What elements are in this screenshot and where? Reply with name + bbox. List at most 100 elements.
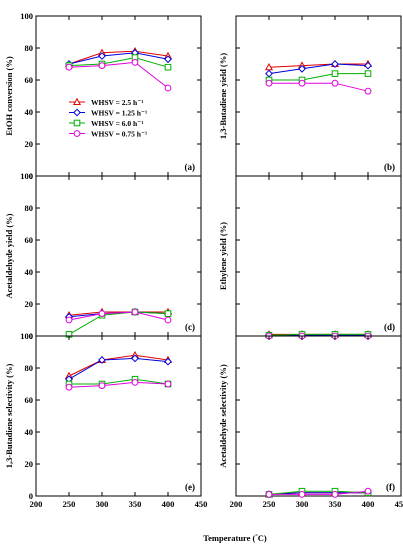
panel-label: (f) bbox=[386, 482, 395, 492]
y-tick-label: 40 bbox=[25, 107, 34, 117]
data-point bbox=[98, 62, 106, 69]
series-line bbox=[268, 490, 369, 495]
panel-label: (e) bbox=[185, 482, 195, 492]
data-point bbox=[265, 69, 273, 78]
series-line bbox=[269, 490, 369, 495]
series-line bbox=[68, 357, 169, 380]
panel-label: (b) bbox=[384, 162, 395, 172]
data-point bbox=[265, 491, 273, 498]
plot-frame bbox=[35, 335, 202, 497]
data-point bbox=[364, 61, 372, 70]
series-line bbox=[68, 61, 169, 89]
y-axis-label: 1,3-Butadiene yield (%) bbox=[218, 53, 228, 139]
x-tick-label: 200 bbox=[30, 499, 43, 509]
x-tick-label: 450 bbox=[395, 499, 403, 509]
y-tick-label: 60 bbox=[25, 75, 34, 85]
data-point bbox=[164, 380, 172, 388]
x-tick-label: 250 bbox=[63, 499, 76, 509]
y-tick-label: 20 bbox=[25, 139, 34, 149]
data-point bbox=[98, 52, 106, 60]
data-point bbox=[98, 356, 106, 364]
series-line bbox=[68, 311, 168, 316]
x-tick-label: 400 bbox=[362, 499, 375, 509]
y-tick-label: 60 bbox=[25, 395, 34, 405]
plot-frame bbox=[235, 175, 402, 337]
series-line bbox=[68, 311, 169, 321]
data-point bbox=[164, 316, 172, 324]
x-tick-label: 350 bbox=[329, 499, 342, 509]
chart-panel-f: 200 250 300 350 400 450 Acetaldehyde selectivi… bbox=[218, 335, 403, 509]
series-line bbox=[68, 52, 169, 65]
data-point bbox=[65, 383, 73, 391]
x-tick-label: 450 bbox=[195, 499, 208, 509]
data-point bbox=[164, 310, 172, 317]
data-point bbox=[131, 308, 139, 316]
y-axis-label: Ethylene yield (%) bbox=[218, 222, 228, 290]
legend-label: WHSV = 2.5 h⁻¹ bbox=[91, 98, 143, 107]
legend-label: WHSV = 0.75 h⁻¹ bbox=[91, 130, 147, 139]
series-line bbox=[69, 378, 169, 385]
series-line bbox=[269, 73, 368, 81]
y-tick-label: 40 bbox=[25, 427, 34, 437]
y-tick-label: 0 bbox=[29, 491, 33, 501]
x-tick-label: 300 bbox=[96, 499, 109, 509]
chart-panel-e: 0 20 40 60 80 100 200 250 300 350 400 450 1,3-Butadi… bbox=[4, 331, 207, 509]
y-tick-label: 60 bbox=[25, 235, 34, 245]
data-point bbox=[331, 79, 339, 87]
data-point bbox=[164, 63, 172, 71]
x-tick-label: 250 bbox=[263, 499, 276, 509]
x-tick-label: 200 bbox=[230, 499, 243, 509]
x-tick-label: 300 bbox=[296, 499, 309, 509]
panel-label: (d) bbox=[384, 322, 395, 332]
y-tick-label: 20 bbox=[25, 459, 34, 469]
chart-panel-a: 0 20 40 60 80 100 EtOH conversion (%) (a) WHSV =… bbox=[4, 11, 202, 181]
y-tick-label: 100 bbox=[20, 11, 33, 21]
data-point bbox=[364, 487, 372, 495]
y-axis-label: Acetaldehyde yield (%) bbox=[4, 213, 14, 298]
y-tick-label: 0 bbox=[29, 171, 33, 181]
plot-frame bbox=[235, 335, 402, 497]
legend-label: WHSV = 6.0 h⁻¹ bbox=[91, 119, 143, 128]
y-tick-label: 0 bbox=[29, 331, 33, 341]
series-line bbox=[68, 381, 169, 388]
series-line bbox=[68, 50, 169, 65]
data-point bbox=[131, 354, 139, 363]
data-point bbox=[164, 55, 172, 64]
data-point bbox=[265, 79, 273, 87]
data-point bbox=[331, 491, 339, 498]
data-point bbox=[364, 87, 372, 95]
plot-frame bbox=[35, 15, 202, 177]
data-point bbox=[131, 59, 139, 66]
plot-frame bbox=[235, 15, 402, 177]
data-point bbox=[298, 64, 306, 73]
series-line bbox=[269, 82, 369, 92]
y-axis-label: Acetaldehyde selectivity (%) bbox=[218, 364, 228, 468]
series-line bbox=[68, 311, 169, 335]
chart-panel-b: 1,3-Butadiene yield (%) (b) bbox=[218, 15, 402, 177]
x-tick-label: 350 bbox=[129, 499, 142, 509]
panel-label: (a) bbox=[185, 162, 196, 172]
y-tick-label: 20 bbox=[25, 299, 34, 309]
data-point bbox=[65, 316, 73, 324]
y-axis-label: EtOH conversion (%) bbox=[4, 56, 14, 135]
y-tick-label: 100 bbox=[20, 171, 33, 181]
data-point bbox=[98, 382, 106, 390]
data-point bbox=[364, 70, 372, 77]
data-point bbox=[164, 84, 172, 92]
series-line bbox=[68, 57, 169, 68]
legend-marker bbox=[72, 97, 82, 106]
panel-label: (c) bbox=[185, 322, 195, 332]
y-tick-label: 80 bbox=[25, 363, 34, 373]
data-point bbox=[98, 310, 106, 318]
y-tick-label: 40 bbox=[25, 267, 34, 277]
data-point bbox=[331, 60, 339, 68]
legend-marker bbox=[73, 130, 81, 137]
data-point bbox=[131, 379, 139, 386]
legend-label: WHSV = 1.25 h⁻¹ bbox=[91, 109, 147, 118]
data-point bbox=[65, 63, 73, 71]
legend-marker bbox=[73, 108, 81, 117]
chart-panel-d: Ethylene yield (%) (d) bbox=[218, 175, 402, 340]
data-point bbox=[164, 357, 172, 366]
